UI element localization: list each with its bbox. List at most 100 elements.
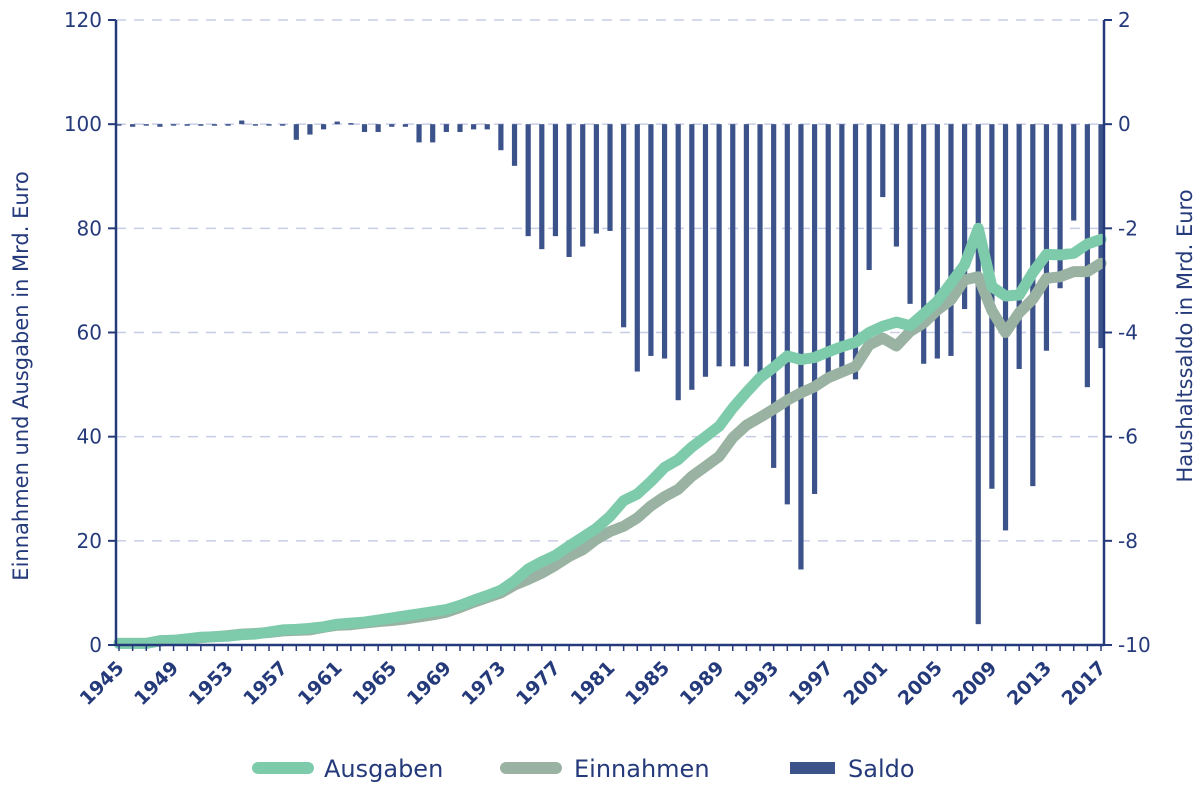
saldo-bar	[730, 124, 736, 367]
saldo-bar	[430, 124, 436, 143]
x-tick-label: 1945	[76, 657, 129, 710]
saldo-bar	[948, 124, 954, 356]
saldo-bar	[702, 124, 709, 377]
saldo-bar	[539, 124, 545, 250]
saldo-bar	[825, 124, 831, 375]
right-axis-title: Haushaltssaldo in Mrd. Euro	[1173, 189, 1197, 482]
saldo-bar	[798, 124, 804, 570]
right-tick-label: 2	[1118, 8, 1131, 32]
saldo-bar	[1016, 124, 1022, 369]
saldo-bar	[784, 124, 790, 505]
x-tick-label: 1973	[457, 657, 510, 710]
x-tick-label: 1953	[185, 657, 238, 710]
saldo-bar	[320, 124, 327, 130]
saldo-bar	[184, 124, 190, 126]
saldo-bar	[266, 124, 272, 126]
saldo-bar	[225, 124, 231, 126]
saldo-bar	[389, 124, 395, 127]
saldo-bar	[566, 124, 572, 257]
saldo-bar	[511, 124, 518, 166]
x-tick-label: 1949	[130, 657, 183, 710]
saldo-bar	[811, 124, 818, 494]
right-tick-label: -8	[1118, 529, 1138, 553]
left-tick-label: 120	[64, 8, 102, 32]
saldo-bar	[607, 124, 613, 231]
saldo-bar	[307, 124, 313, 135]
x-tick-label: 1985	[621, 657, 674, 710]
x-tick-label: 2017	[1058, 657, 1111, 710]
line-ausgaben	[113, 222, 1107, 649]
x-tick-label: 2009	[948, 657, 1001, 710]
line-series	[113, 222, 1107, 649]
saldo-bar	[648, 124, 654, 356]
left-tick-label: 60	[77, 321, 102, 345]
legend-label-saldo: Saldo	[848, 755, 915, 783]
saldo-bar	[866, 124, 872, 271]
saldo-bar	[293, 124, 299, 140]
saldo-bar	[921, 124, 927, 364]
right-tick-label: 0	[1118, 112, 1131, 136]
saldo-bar	[689, 124, 695, 390]
saldo-bar	[552, 124, 559, 237]
x-tick-label: 2001	[839, 657, 892, 710]
saldo-bar	[239, 120, 245, 125]
saldo-bar	[170, 124, 177, 126]
saldo-bar	[661, 124, 668, 359]
x-tick-label: 1989	[676, 657, 729, 710]
saldo-bar	[962, 124, 968, 310]
saldo-bar	[634, 124, 640, 372]
right-tick-label: -10	[1118, 633, 1151, 657]
saldo-bar	[375, 124, 381, 132]
saldo-bar	[934, 124, 940, 359]
saldo-bar	[348, 123, 354, 125]
saldo-bar	[116, 124, 122, 126]
saldo-bar	[743, 124, 749, 367]
saldo-bar	[975, 124, 981, 625]
saldo-bar	[334, 121, 340, 125]
saldo-bar	[198, 124, 204, 126]
right-tick-label: -2	[1118, 216, 1138, 240]
saldo-bar	[593, 124, 599, 234]
saldo-bar	[1071, 124, 1077, 221]
legend-label-ausgaben: Ausgaben	[324, 755, 443, 783]
saldo-bar	[498, 124, 504, 151]
saldo-bar	[484, 124, 490, 130]
x-tick-label: 2013	[1003, 657, 1056, 710]
saldo-bar	[361, 124, 368, 132]
saldo-bar	[852, 124, 859, 380]
saldo-bar	[771, 124, 777, 468]
saldo-bar	[880, 124, 886, 198]
saldo-bar	[907, 124, 913, 304]
left-tick-label: 100	[64, 112, 102, 136]
x-tick-label: 1957	[239, 657, 292, 710]
saldo-bar	[839, 124, 845, 372]
saldo-bar	[1084, 124, 1090, 388]
x-tick-label: 1993	[730, 657, 783, 710]
saldo-bar	[143, 124, 149, 126]
saldo-bar	[402, 124, 409, 127]
x-tick-label: 1981	[567, 657, 620, 710]
right-tick-label: -6	[1118, 425, 1138, 449]
x-tick-label: 1961	[294, 657, 347, 710]
left-tick-label: 0	[89, 633, 102, 657]
x-tick-label: 1965	[348, 657, 401, 710]
line-einnahmen	[113, 257, 1107, 649]
saldo-bar	[252, 124, 258, 126]
saldo-bar	[157, 124, 163, 127]
legend: Ausgaben Einnahmen Saldo	[252, 755, 915, 783]
saldo-bar	[416, 124, 422, 143]
left-axis-title: Einnahmen und Ausgaben in Mrd. Euro	[9, 171, 33, 580]
right-tick-label: -4	[1118, 321, 1138, 345]
left-tick-label: 40	[77, 425, 102, 449]
saldo-bar	[525, 124, 531, 237]
saldo-bar	[1043, 124, 1050, 351]
saldo-bar	[211, 124, 218, 126]
axes	[108, 19, 1112, 651]
x-tick-label: 2005	[894, 657, 947, 710]
saldo-bar	[675, 124, 681, 401]
x-tick-label: 1969	[403, 657, 456, 710]
x-tick-label: 1977	[512, 657, 565, 710]
saldo-bar	[280, 124, 286, 126]
